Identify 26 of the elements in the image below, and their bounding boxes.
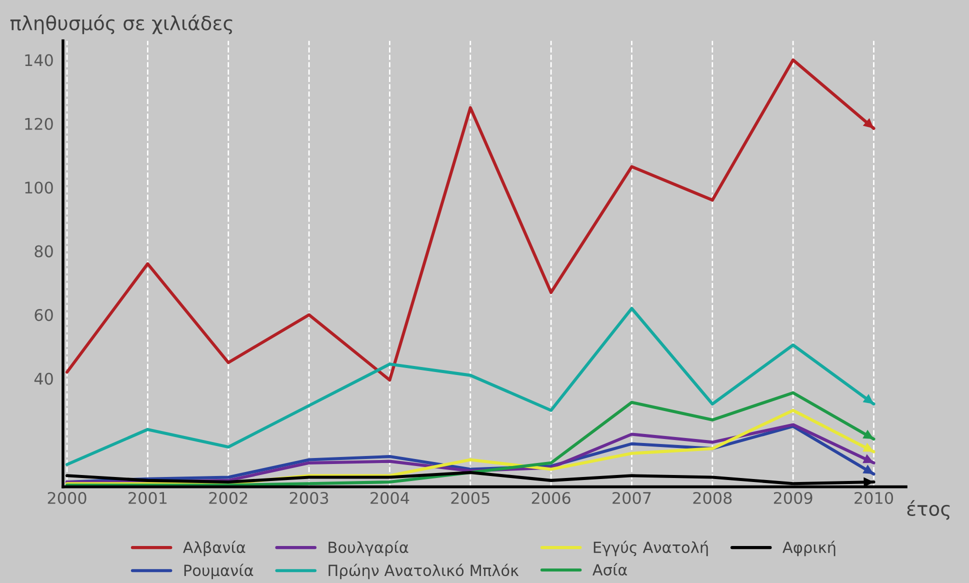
y-tick-label: 120 xyxy=(25,118,53,130)
x-tick-label: 2000 xyxy=(48,492,86,504)
x-tick-label: 2010 xyxy=(854,492,894,504)
y-tick-label: 140 xyxy=(25,54,53,66)
x-tick-label: 2007 xyxy=(612,492,651,504)
x-axis-title: έτος xyxy=(907,500,950,520)
legend-label: Ρουμανία xyxy=(184,564,254,580)
y-tick-label: 60 xyxy=(34,308,53,322)
legend-label: Αλβανία xyxy=(183,540,246,556)
legend-label: Ασία xyxy=(592,563,628,576)
x-tick-label: 2003 xyxy=(290,492,328,504)
legend-label: Εγγύς Ανατολή xyxy=(594,540,708,556)
y-tick-label: 80 xyxy=(34,245,53,258)
x-tick-label: 2006 xyxy=(532,492,570,504)
x-tick-label: 2002 xyxy=(209,492,248,504)
legend-label: Πρώην Ανατολικό Μπλόκ xyxy=(328,564,519,580)
y-axis-title: πληθυσμός σε χιλιάδες xyxy=(10,14,232,34)
legend-label: Βουλγαρία xyxy=(328,540,408,556)
x-tick-label: 2009 xyxy=(774,492,812,504)
y-tick-label: 100 xyxy=(25,182,53,194)
y-tick-label: 40 xyxy=(34,372,53,385)
x-tick-label: 2004 xyxy=(370,492,410,504)
x-tick-label: 2005 xyxy=(451,492,490,504)
x-tick-label: 2001 xyxy=(128,492,167,504)
legend-label: Αφρική xyxy=(782,540,836,556)
x-tick-label: 2008 xyxy=(693,492,732,504)
